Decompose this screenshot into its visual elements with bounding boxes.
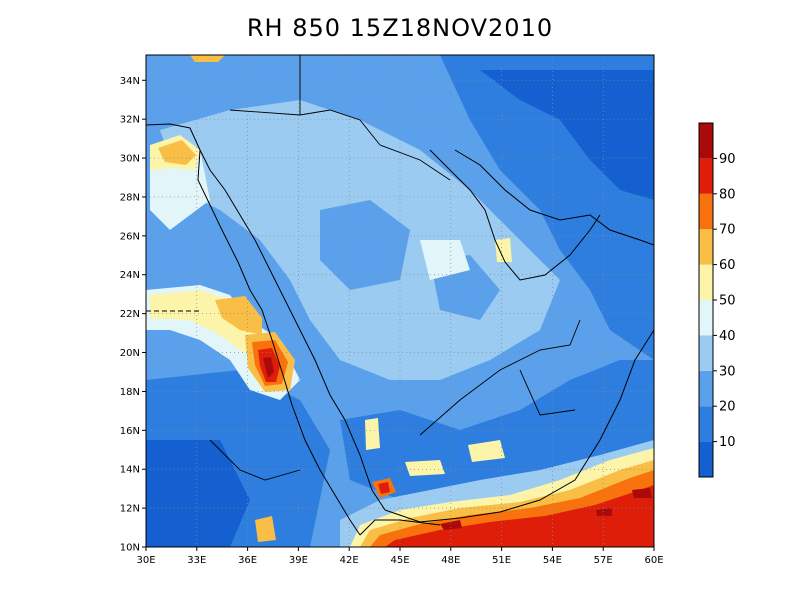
colorbar-segment [699, 335, 713, 371]
rh-region-80-90-south [385, 485, 654, 547]
colorbar-label: 20 [719, 400, 736, 415]
colorbar-label: 40 [719, 329, 736, 344]
lon-tick-label: 39E [289, 555, 308, 566]
lat-tick-label: 12N [120, 504, 140, 515]
colorbar-segment [699, 300, 713, 336]
sudan-ethiopia-border [209, 439, 301, 481]
lat-tick-label: 14N [120, 465, 140, 476]
lon-tick-label: 60E [644, 555, 663, 566]
colorbar-segment [699, 441, 713, 477]
rh-region-80-90-yemen [378, 482, 390, 494]
map-title: RH 850 15Z18NOV2010 [246, 14, 554, 42]
colorbar-segment [699, 370, 713, 407]
colorbar-segment [699, 193, 713, 230]
colorbar-label: 10 [719, 435, 736, 450]
gulf-coast-west [429, 149, 601, 281]
rh-region-90-south-1 [440, 520, 462, 530]
gulf-of-aden-coast [359, 519, 441, 536]
rh-region-40-50-center [420, 240, 470, 280]
colorbar-label: 90 [719, 152, 736, 167]
lat-tick-label: 24N [120, 270, 140, 281]
lat-tick-label: 10N [120, 543, 140, 554]
lon-tick-label: 51E [492, 555, 511, 566]
lat-tick-label: 28N [120, 192, 140, 203]
rh-region-50-60-west [150, 290, 270, 360]
lon-tick-label: 45E [390, 555, 409, 566]
lon-tick-label: 54E [543, 555, 562, 566]
lon-tick-label: 48E [441, 555, 460, 566]
lon-tick-label: 36E [238, 555, 257, 566]
rh-region-50-60-qatar [495, 238, 512, 262]
rh-region-50-60-south-coast [468, 440, 505, 462]
rh-region-20-30-patch [320, 200, 410, 290]
rh-region-90-west [263, 357, 274, 378]
colorbar-label: 30 [719, 364, 736, 379]
lat-tick-label: 20N [120, 348, 140, 359]
colorbar: 10 20 30 40 50 60 70 80 90 [698, 122, 736, 478]
lat-tick-label: 30N [120, 154, 140, 165]
rh-region-50-60-yemen-west [365, 418, 380, 450]
rh-region-50-60-yemen-2 [405, 460, 445, 476]
oman-yemen-border [519, 369, 576, 416]
red-sea-west-coast [197, 149, 361, 536]
rh-region-60-70-ethiopia [255, 516, 276, 542]
lat-tick-label: 26N [120, 231, 140, 242]
colorbar-segment [699, 158, 713, 194]
rh-region-10-20-sw [146, 440, 250, 547]
colorbar-label: 70 [719, 223, 736, 238]
lon-tick-label: 33E [187, 555, 206, 566]
latitude-axis: 10N 12N 14N 16N 18N 20N 22N 24N 26N 28N 30N 32N 34N [120, 76, 146, 554]
rh-region-10-20-ne [480, 70, 654, 200]
colorbar-label: 60 [719, 258, 736, 273]
lon-tick-label: 42E [340, 555, 359, 566]
rh-region-90-south-3 [632, 488, 652, 498]
iraq-saudi-border [379, 144, 451, 181]
rh-region-60-70-north [190, 55, 225, 62]
colorbar-segment [699, 123, 713, 159]
lon-tick-label: 30E [136, 555, 155, 566]
colorbar-segment [699, 406, 713, 442]
rh-region-60-70-suez [158, 140, 196, 165]
colorbar-segment [699, 264, 713, 300]
south-arabia-coast [384, 329, 654, 523]
map-gridlines [146, 55, 654, 547]
yemen-saudi-border [419, 319, 581, 436]
jordan-border [229, 109, 381, 146]
longitude-axis: 30E 33E 36E 39E 42E 45E 48E 51E 54E 57E 60E [136, 547, 664, 566]
colorbar-segment [699, 229, 713, 265]
lat-tick-label: 34N [120, 76, 140, 87]
lat-tick-label: 22N [120, 309, 140, 320]
lat-tick-label: 16N [120, 426, 140, 437]
colorbar-label: 80 [719, 187, 736, 202]
rh-region-60-70-west [215, 296, 262, 335]
country-borders [146, 55, 581, 481]
rh-region-90-south-2 [596, 508, 612, 516]
lat-tick-label: 32N [120, 115, 140, 126]
lat-tick-label: 18N [120, 387, 140, 398]
gulf-coast-east [454, 149, 654, 246]
coastlines [146, 123, 654, 536]
rh-field [146, 55, 654, 547]
red-sea-east-coast [146, 123, 386, 511]
lon-tick-label: 57E [594, 555, 613, 566]
colorbar-label: 50 [719, 294, 736, 309]
